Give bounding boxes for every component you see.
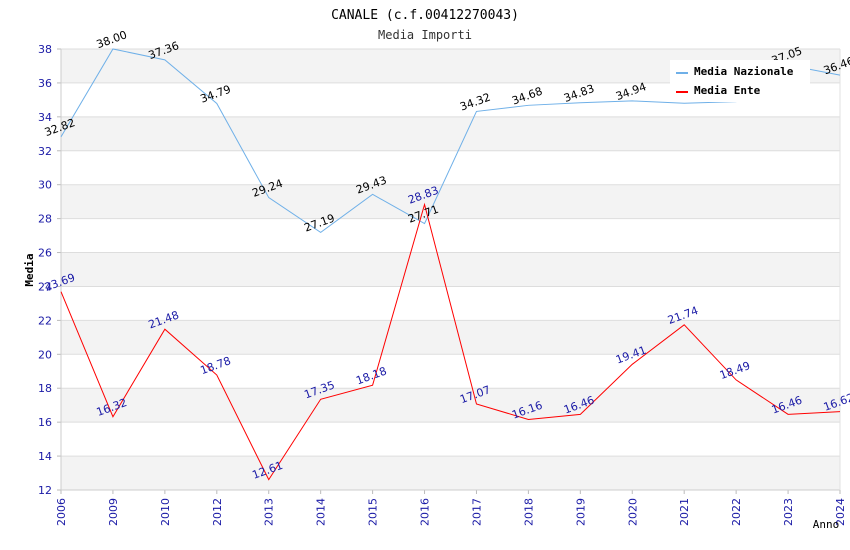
y-tick-labels: 12 14 16 18 20 22 24 26 28 30 32 34 36 38 bbox=[38, 43, 52, 497]
chart-subtitle: Media Importi bbox=[378, 28, 472, 42]
x-tick-label: 2014 bbox=[315, 498, 328, 526]
grid-band bbox=[61, 116, 840, 151]
x-tick-label: 2015 bbox=[367, 498, 380, 526]
y-tick-label: 38 bbox=[38, 43, 52, 56]
grid-band bbox=[61, 354, 840, 389]
x-tick-label: 2020 bbox=[626, 498, 639, 526]
legend-box bbox=[670, 60, 810, 102]
y-tick-label: 22 bbox=[38, 314, 52, 327]
x-tick-label: 2017 bbox=[470, 498, 483, 526]
series-line-media-nazionale bbox=[60, 48, 841, 233]
x-tick-label: 2009 bbox=[107, 498, 120, 526]
grid-lines bbox=[57, 48, 841, 494]
grid-band bbox=[61, 456, 840, 490]
x-tick-label: 2016 bbox=[419, 498, 432, 526]
x-axis-title: Anno bbox=[813, 518, 840, 531]
grid-band bbox=[61, 388, 840, 423]
y-tick-label: 30 bbox=[38, 179, 52, 192]
y-tick-label: 28 bbox=[38, 213, 52, 226]
y-tick-label: 36 bbox=[38, 77, 52, 90]
grid-band bbox=[61, 252, 840, 287]
y-tick-label: 24 bbox=[38, 280, 52, 293]
x-tick-label: 2012 bbox=[211, 498, 224, 526]
y-tick-label: 32 bbox=[38, 145, 52, 158]
x-tick-label: 2023 bbox=[782, 498, 795, 526]
y-tick-label: 34 bbox=[38, 111, 52, 124]
data-label: 38.00 bbox=[95, 28, 129, 51]
grid-band bbox=[61, 422, 840, 457]
y-tick-label: 20 bbox=[38, 348, 52, 361]
x-tick-label: 2013 bbox=[263, 498, 276, 526]
chart-title: CANALE (c.f.00412270043) bbox=[331, 8, 519, 23]
legend-label-nazionale: Media Nazionale bbox=[694, 65, 794, 78]
x-tick-labels: 2006 2009 2010 2012 2013 2014 2015 2016 2017 2018… bbox=[55, 498, 847, 526]
y-tick-label: 18 bbox=[38, 382, 52, 395]
grid-band bbox=[61, 320, 840, 355]
x-tick-label: 2021 bbox=[678, 498, 691, 526]
y-tick-label: 16 bbox=[38, 416, 52, 429]
series-line-media-ente bbox=[60, 202, 841, 481]
y-axis-title: Media bbox=[23, 253, 36, 286]
legend: Media Nazionale Media Ente bbox=[670, 60, 810, 102]
x-tick-label: 2010 bbox=[159, 498, 172, 526]
grid-bands bbox=[61, 49, 840, 490]
grid-band bbox=[61, 184, 840, 219]
x-tick-label: 2018 bbox=[522, 498, 535, 526]
series-lines bbox=[60, 48, 841, 481]
x-tick-label: 2024 bbox=[834, 498, 847, 526]
axes bbox=[60, 49, 841, 491]
legend-label-ente: Media Ente bbox=[694, 84, 761, 97]
x-tick-label: 2022 bbox=[730, 498, 743, 526]
y-tick-label: 26 bbox=[38, 247, 52, 260]
y-tick-label: 12 bbox=[38, 484, 52, 497]
grid-band bbox=[61, 218, 840, 253]
x-tick-label: 2019 bbox=[574, 498, 587, 526]
x-tick-label: 2006 bbox=[55, 498, 68, 526]
y-tick-label: 14 bbox=[38, 450, 52, 463]
